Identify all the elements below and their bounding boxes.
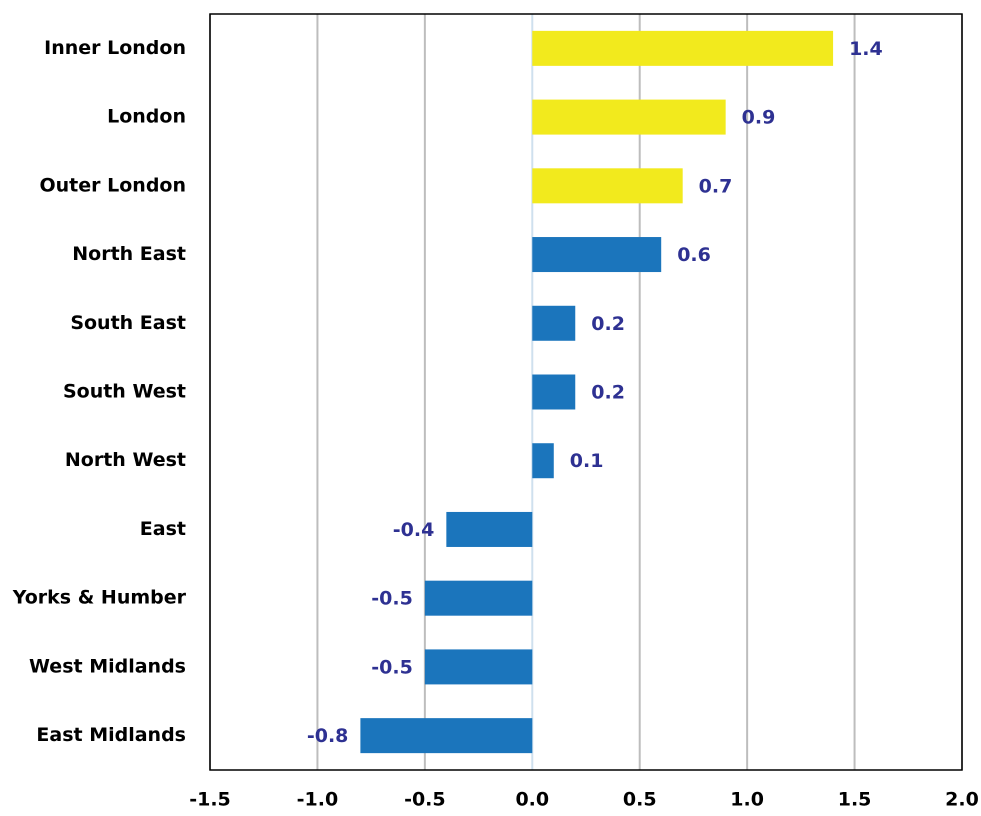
- plot-border: [209, 13, 963, 771]
- bar: [532, 168, 683, 204]
- bar: [446, 511, 533, 547]
- y-tick-label: Outer London: [40, 174, 187, 196]
- x-tick-label: -1.0: [297, 789, 339, 811]
- x-tick-label: 0.5: [623, 789, 657, 811]
- bar: [532, 99, 726, 135]
- data-label: 0.7: [699, 175, 733, 197]
- x-tick-label: 2.0: [945, 789, 979, 811]
- y-tick-label: Inner London: [44, 37, 186, 59]
- data-label: 0.9: [742, 107, 776, 129]
- y-tick-label: North West: [65, 449, 186, 471]
- y-tick-label: West Midlands: [29, 655, 186, 677]
- data-label: 0.2: [591, 382, 625, 404]
- bar: [424, 580, 533, 616]
- data-label: 0.6: [677, 244, 711, 266]
- data-label: -0.8: [307, 725, 349, 747]
- y-tick-label: London: [107, 106, 186, 128]
- data-label: -0.5: [371, 588, 413, 610]
- data-label: 0.1: [570, 450, 604, 472]
- y-tick-label: South West: [63, 381, 186, 403]
- data-label: -0.5: [371, 656, 413, 678]
- bar: [424, 649, 533, 685]
- y-tick-label: North East: [72, 243, 186, 265]
- x-tick-label: 1.0: [730, 789, 764, 811]
- data-label: 1.4: [849, 38, 883, 60]
- data-label: -0.4: [393, 519, 435, 541]
- bar: [360, 718, 533, 754]
- y-tick-label: South East: [70, 312, 186, 334]
- bar: [532, 443, 554, 479]
- bar: [532, 237, 662, 273]
- data-label: 0.2: [591, 313, 625, 335]
- y-tick-label: Yorks & Humber: [12, 587, 187, 609]
- y-tick-label: East: [140, 518, 186, 540]
- bar: [532, 374, 576, 410]
- x-tick-label: 0.0: [515, 789, 549, 811]
- x-tick-label: 1.5: [838, 789, 872, 811]
- bar: [532, 30, 834, 66]
- x-tick-label: -1.5: [189, 789, 231, 811]
- bar: [532, 305, 576, 341]
- y-tick-label: East Midlands: [36, 724, 186, 746]
- x-tick-label: -0.5: [404, 789, 446, 811]
